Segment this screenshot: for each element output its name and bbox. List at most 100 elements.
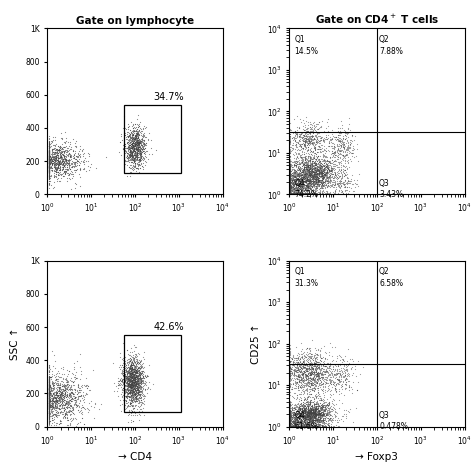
Point — [61, 380, 68, 388]
Point — [63, 378, 71, 386]
Point — [58, 149, 65, 157]
Point — [308, 412, 316, 420]
Point — [46, 380, 53, 388]
Point — [71, 158, 79, 166]
Point — [336, 369, 343, 377]
Point — [321, 146, 328, 154]
Point — [126, 373, 133, 381]
Point — [286, 186, 294, 193]
Point — [77, 157, 85, 165]
Point — [304, 177, 311, 185]
Point — [47, 155, 55, 163]
Point — [302, 364, 310, 372]
Point — [122, 378, 130, 385]
Point — [317, 162, 325, 169]
Point — [46, 388, 53, 396]
Point — [306, 416, 313, 424]
Point — [311, 159, 319, 166]
Point — [295, 378, 302, 385]
Point — [135, 139, 142, 147]
Point — [330, 410, 337, 418]
Point — [128, 165, 136, 173]
Point — [120, 370, 128, 377]
Point — [65, 170, 73, 178]
Point — [297, 417, 304, 424]
Point — [303, 371, 311, 379]
Point — [121, 362, 129, 370]
Point — [133, 126, 141, 133]
Point — [129, 370, 137, 378]
Point — [302, 414, 310, 422]
Point — [316, 368, 323, 375]
Point — [129, 147, 137, 155]
Point — [46, 166, 53, 173]
Point — [286, 421, 294, 428]
Point — [137, 397, 145, 404]
Point — [303, 412, 311, 420]
Point — [337, 177, 345, 184]
Point — [132, 367, 139, 374]
Point — [301, 414, 309, 421]
Point — [296, 376, 304, 384]
Point — [316, 186, 324, 194]
Point — [122, 372, 129, 380]
Point — [70, 154, 77, 162]
Point — [46, 155, 53, 163]
Point — [119, 384, 127, 392]
Point — [129, 121, 137, 129]
Point — [306, 156, 314, 164]
Point — [121, 369, 129, 376]
Point — [128, 391, 135, 399]
Point — [306, 414, 313, 421]
Point — [309, 172, 316, 180]
Point — [48, 164, 55, 171]
Point — [339, 369, 347, 377]
Point — [300, 166, 308, 174]
Point — [286, 173, 294, 181]
Point — [305, 420, 313, 428]
Point — [290, 177, 298, 185]
Point — [124, 358, 131, 365]
Point — [46, 160, 53, 167]
Point — [318, 176, 326, 184]
Point — [314, 402, 321, 410]
Point — [286, 364, 294, 372]
Point — [303, 400, 310, 408]
Point — [46, 149, 53, 156]
Point — [120, 388, 128, 395]
Point — [46, 163, 53, 171]
Point — [311, 190, 319, 197]
Point — [308, 408, 315, 416]
Point — [292, 129, 300, 137]
Point — [64, 390, 71, 397]
Point — [123, 153, 130, 160]
Point — [135, 141, 143, 148]
Point — [301, 180, 308, 187]
Point — [299, 369, 307, 376]
Point — [306, 354, 313, 362]
Point — [297, 140, 305, 148]
Point — [327, 166, 335, 173]
Point — [310, 172, 318, 180]
Point — [134, 129, 141, 137]
Point — [288, 418, 296, 425]
Point — [286, 406, 294, 413]
Point — [302, 132, 310, 139]
Point — [293, 363, 301, 370]
Point — [309, 422, 316, 429]
Point — [319, 184, 326, 192]
Point — [46, 385, 53, 393]
Point — [297, 175, 305, 183]
Point — [128, 381, 135, 389]
Point — [308, 337, 315, 344]
Point — [321, 180, 328, 187]
Point — [140, 150, 148, 157]
Point — [291, 417, 298, 424]
Point — [46, 418, 53, 425]
Point — [136, 382, 143, 389]
Point — [292, 414, 300, 422]
Point — [293, 414, 301, 422]
Point — [308, 170, 315, 177]
Point — [341, 368, 348, 375]
Point — [128, 129, 136, 137]
